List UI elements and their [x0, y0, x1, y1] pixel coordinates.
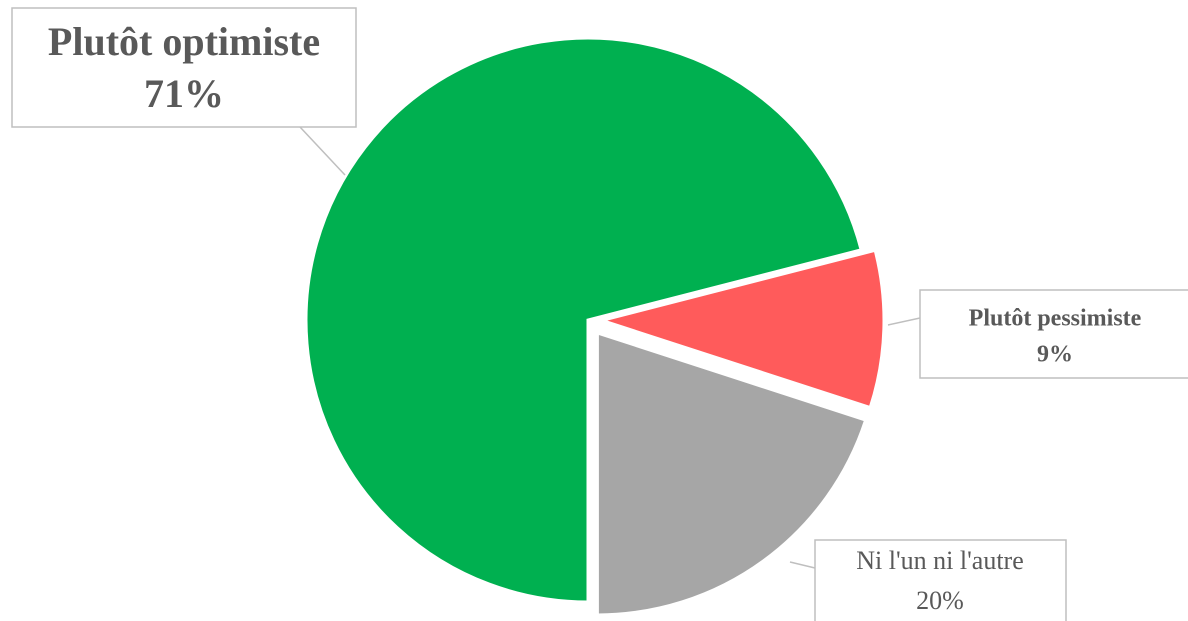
pie-slice [595, 330, 868, 617]
value-label: 9% [1037, 342, 1073, 368]
label-box [11, 7, 357, 128]
leader-line [299, 126, 346, 176]
category-label: Plutôt optimiste [48, 19, 320, 64]
category-label: Ni l'un ni l'autre [856, 546, 1024, 575]
leader-line [789, 561, 816, 569]
pie-slice [304, 36, 863, 604]
pie-slice [596, 248, 886, 410]
label-box [919, 289, 1188, 379]
value-label: 71% [144, 71, 224, 116]
label-box [814, 539, 1067, 621]
value-label: 20% [916, 586, 964, 615]
leader-line [887, 317, 921, 326]
category-label: Plutôt pessimiste [969, 306, 1142, 332]
